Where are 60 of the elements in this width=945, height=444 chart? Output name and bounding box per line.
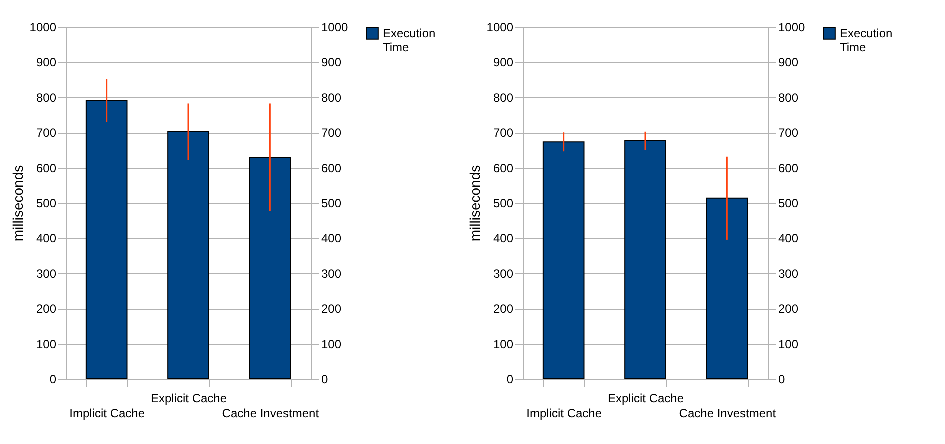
y-tick-label: 500 [36, 196, 57, 210]
y-tick-label: 1000 [30, 20, 57, 34]
y2-tick-label: 700 [322, 126, 342, 140]
y2-tick-label: 200 [322, 302, 342, 316]
y2-tick-label: 100 [322, 337, 342, 352]
bar [706, 198, 748, 380]
y2-tick-label: 400 [778, 232, 799, 246]
y2-tick-label: 900 [778, 56, 799, 70]
x-tick-label: Explicit Cache [608, 392, 684, 406]
y2-tick-label: 800 [322, 90, 342, 105]
x-tick-label: Cache Investment [222, 406, 320, 420]
y-tick-label: 400 [36, 232, 57, 246]
bar [168, 131, 210, 380]
y2-tick-label: 0 [322, 372, 328, 386]
y-tick-label: 0 [50, 372, 57, 386]
y-tick-label: 100 [493, 337, 514, 352]
y2-tick-label: 300 [322, 266, 342, 281]
x-tick-label: Implicit Cache [70, 406, 146, 420]
y2-tick-label: 400 [322, 232, 342, 246]
y-tick-label: 700 [493, 126, 514, 140]
y2-tick-label: 300 [778, 266, 799, 281]
y-tick-label: 500 [493, 196, 514, 210]
y-tick-label: 900 [493, 56, 514, 70]
legend-label: Execution Time [383, 26, 436, 54]
y2-tick-label: 700 [778, 126, 799, 140]
y2-tick-label: 800 [778, 90, 799, 105]
y-tick-label: 600 [36, 161, 57, 176]
y-tick-label: 800 [36, 90, 57, 105]
bar [624, 140, 666, 380]
y2-tick-label: 100 [778, 337, 799, 352]
y-tick-label: 900 [36, 56, 57, 70]
y2-tick-label: 500 [322, 196, 342, 210]
y-tick-label: 800 [493, 90, 514, 105]
x-tick-label: Explicit Cache [150, 392, 228, 406]
y-tick-label: 200 [493, 302, 514, 316]
bar [542, 142, 585, 380]
y-tick-label: 0 [506, 372, 514, 386]
x-tick-label: Implicit Cache [526, 406, 602, 420]
y2-tick-label: 600 [322, 161, 342, 176]
y-tick-label: 1000 [486, 20, 514, 34]
legend-label: Execution Time [840, 26, 893, 54]
y-tick-label: 100 [36, 337, 57, 352]
y-axis-title: milliseconds [466, 165, 483, 242]
bar [249, 157, 292, 380]
y2-tick-label: 600 [778, 161, 799, 176]
y2-tick-label: 200 [778, 302, 799, 316]
y2-tick-label: 1000 [778, 20, 806, 34]
y-tick-label: 700 [36, 126, 57, 140]
x-tick-label: Cache Investment [679, 406, 777, 420]
y2-tick-label: 900 [322, 56, 342, 70]
y-tick-label: 300 [36, 266, 57, 281]
y2-tick-label: 1000 [322, 20, 349, 34]
y-axis-title: milliseconds [10, 165, 26, 242]
y-tick-label: 300 [493, 266, 514, 281]
y-tick-label: 200 [36, 302, 57, 316]
y2-tick-label: 500 [778, 196, 799, 210]
y-tick-label: 600 [493, 161, 514, 176]
bar [86, 100, 128, 380]
y-tick-label: 400 [493, 232, 514, 246]
y2-tick-label: 0 [778, 372, 786, 386]
